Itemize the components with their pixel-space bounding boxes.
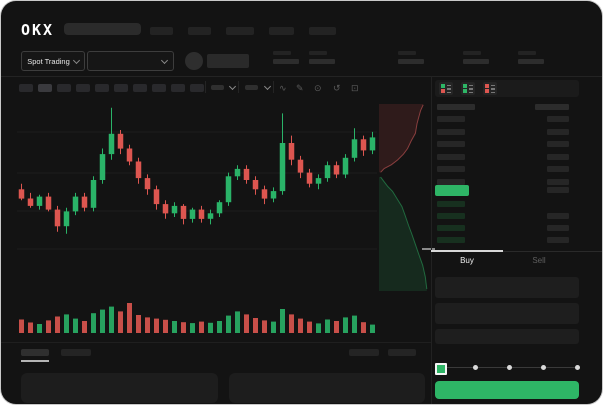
ticker-stat-value xyxy=(518,59,544,64)
ticker-stat-value xyxy=(273,59,299,64)
chevron-down-icon xyxy=(72,56,80,64)
indicator-dropdown[interactable] xyxy=(245,85,258,90)
buy-submit-button[interactable] xyxy=(435,381,579,399)
bottom-action-1[interactable] xyxy=(349,349,379,356)
ticker-stat xyxy=(273,51,291,55)
ticker-stat xyxy=(398,51,416,55)
ask-row-price[interactable] xyxy=(437,153,465,160)
coin-avatar xyxy=(185,52,203,70)
bottom-tab-underline xyxy=(21,360,49,362)
tab-buy[interactable]: Buy xyxy=(460,256,474,265)
chevron-down-icon xyxy=(263,82,272,91)
slider-step-dot[interactable] xyxy=(507,365,512,370)
slider-handle[interactable] xyxy=(435,363,447,375)
ticker-stat-value xyxy=(398,59,424,64)
ticker-stat xyxy=(518,51,536,55)
bid-row-price[interactable] xyxy=(437,237,465,243)
ticker-stat-value xyxy=(309,59,335,64)
ticker-stat xyxy=(463,51,481,55)
nav-item[interactable] xyxy=(188,27,211,35)
orderbook-asks-toggle[interactable] xyxy=(483,82,497,95)
okx-logo: OKX xyxy=(21,21,55,39)
fullscreen-icon[interactable]: ⊡ xyxy=(351,83,359,93)
ask-row-price[interactable] xyxy=(437,128,465,135)
timeframe-button[interactable] xyxy=(152,84,166,92)
refresh-icon[interactable]: ↺ xyxy=(333,83,341,93)
ask-row-amount xyxy=(547,153,569,160)
active-tab-indicator xyxy=(431,250,503,252)
pair-name-placeholder xyxy=(207,54,249,68)
chevron-down-icon xyxy=(160,56,169,64)
bottom-panel-right xyxy=(229,373,425,403)
ask-row-price[interactable] xyxy=(437,116,465,122)
ask-row-amount xyxy=(547,128,569,135)
nav-item[interactable] xyxy=(269,27,294,35)
timeframe-button[interactable] xyxy=(190,84,204,92)
ask-row-price[interactable] xyxy=(437,178,465,185)
ask-row-price[interactable] xyxy=(437,166,465,172)
orderbook-header xyxy=(535,104,569,110)
timeframe-button[interactable] xyxy=(38,84,52,92)
last-price-marker xyxy=(422,248,435,250)
ticker-stat xyxy=(309,51,327,55)
timeframe-button[interactable] xyxy=(19,84,33,92)
bottom-tab-active[interactable] xyxy=(21,349,49,356)
slider-step-dot[interactable] xyxy=(473,365,478,370)
pair-dropdown[interactable] xyxy=(87,51,174,71)
interval-dropdown[interactable] xyxy=(211,85,224,90)
timeframe-button[interactable] xyxy=(133,84,147,92)
bid-row-amount xyxy=(547,213,569,219)
bottom-panel-left xyxy=(21,373,218,403)
slider-step-dot[interactable] xyxy=(575,365,580,370)
ask-row-price[interactable] xyxy=(437,141,465,147)
nav-item[interactable] xyxy=(150,27,173,35)
market-type-dropdown[interactable]: Spot Trading xyxy=(21,51,85,71)
bid-row-price[interactable] xyxy=(437,225,465,231)
nav-item[interactable] xyxy=(309,27,336,35)
main-nav xyxy=(150,27,336,35)
nav-item[interactable] xyxy=(226,27,254,35)
bid-row-amount xyxy=(547,237,569,243)
ask-row-amount xyxy=(547,116,569,122)
orderbook-bids-toggle[interactable] xyxy=(461,82,475,95)
timeframe-button[interactable] xyxy=(114,84,128,92)
order-price-field[interactable] xyxy=(435,277,579,298)
depth-overlay xyxy=(379,104,428,291)
camera-icon[interactable]: ⊙ xyxy=(314,83,322,93)
search-input[interactable] xyxy=(64,23,141,35)
order-amount-field[interactable] xyxy=(435,303,579,324)
last-price-amount xyxy=(547,187,569,193)
ask-row-amount xyxy=(547,178,569,185)
order-total-field[interactable] xyxy=(435,329,579,344)
bid-row-price[interactable] xyxy=(437,201,465,207)
ask-row-amount xyxy=(547,141,569,147)
bid-row-amount xyxy=(547,225,569,231)
wave-icon[interactable]: ∿ xyxy=(279,83,287,93)
tab-sell[interactable]: Sell xyxy=(532,256,546,265)
candlestick-chart[interactable] xyxy=(1,98,431,344)
timeframe-button[interactable] xyxy=(95,84,109,92)
draw-icon[interactable]: ✎ xyxy=(296,83,304,93)
ticker-stat-value xyxy=(463,59,489,64)
orderbook-view-toggles xyxy=(435,80,579,97)
orderbook-header xyxy=(437,104,475,110)
last-price-badge[interactable] xyxy=(435,185,469,196)
market-type-label: Spot Trading xyxy=(27,56,70,66)
bottom-action-2[interactable] xyxy=(388,349,416,356)
orderbook-all-toggle[interactable] xyxy=(439,82,453,95)
timeframe-button[interactable] xyxy=(171,84,185,92)
bottom-tab-2[interactable] xyxy=(61,349,91,356)
bid-row-price[interactable] xyxy=(437,213,465,219)
timeframe-button[interactable] xyxy=(57,84,71,92)
ask-row-amount xyxy=(547,166,569,172)
chevron-down-icon xyxy=(228,82,237,91)
timeframe-button[interactable] xyxy=(76,84,90,92)
slider-step-dot[interactable] xyxy=(541,365,546,370)
